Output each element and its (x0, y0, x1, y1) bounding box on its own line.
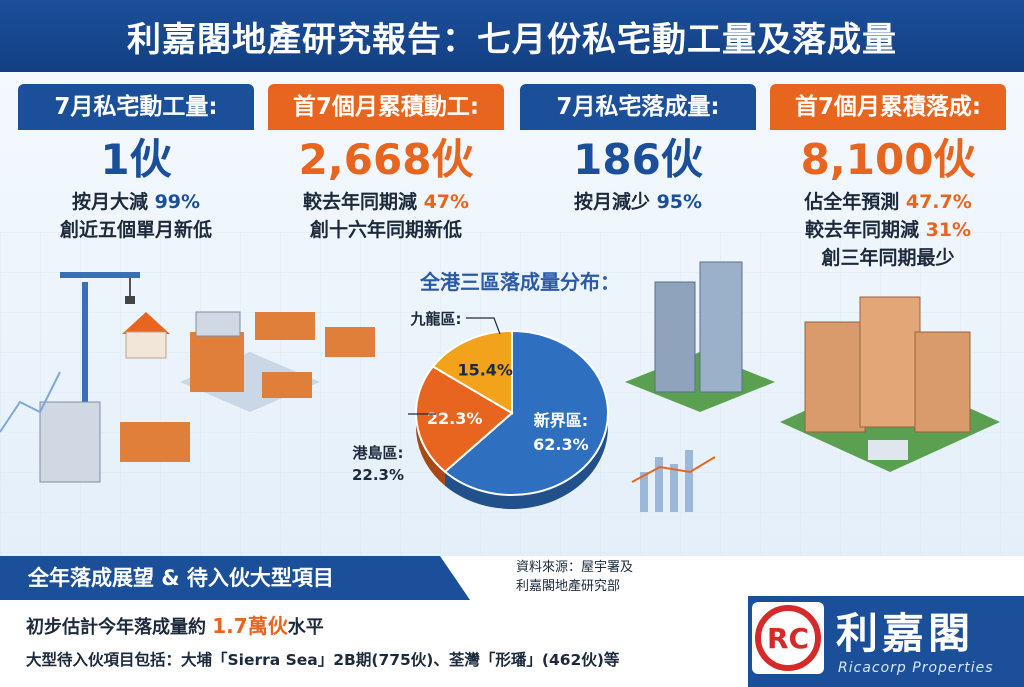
brand-subtitle: Ricacorp Properties (838, 660, 994, 676)
stat-card-line-text: 佔全年預測 (804, 191, 906, 213)
pie-slice-side (444, 331, 609, 509)
stat-card-line: 較去年同期減 47% (268, 188, 504, 216)
stat-card-value: 1伙 (100, 135, 172, 184)
pie-callout-value: 22.3% (352, 466, 404, 484)
stat-card-line: 佔全年預測 47.7% (770, 188, 1006, 216)
stat-card-line-text: 較去年同期減 (302, 191, 424, 213)
stat-card-2: 首7個月累積動工: 2,668伙較去年同期減 47% 創十六年同期新低 (268, 84, 504, 241)
stat-card-title: 首7個月累積落成: (770, 84, 1006, 130)
house-icon (122, 312, 170, 359)
outlook-estimate-post: 水平 (287, 617, 324, 638)
pie-callout-label: 港島區: (353, 444, 404, 462)
stat-card-value: 186伙 (573, 135, 703, 184)
stat-card-value: 2,668伙 (298, 135, 474, 184)
page-title: 利嘉閣地產研究報告：七月份私宅動工量及落成量 (127, 19, 897, 60)
stat-card-line-highlight: 47.7% (905, 191, 972, 213)
crane-icon (60, 272, 140, 432)
bar-decoration-icon (631, 450, 716, 512)
pie-callout-label: 九龍區: (410, 310, 462, 328)
infographic-stage: 7月私宅動工量: 1伙按月大減 99% 創近五個單月新低 首7個月累積動工: 2,668… (0, 72, 1024, 606)
stat-card-line: 按月減少 95% (520, 188, 756, 216)
pie-slice-side (416, 366, 445, 486)
stat-card-line: 較去年同期減 31% (770, 216, 1006, 244)
outlook-estimate-pre: 初步估計今年落成量約 (26, 617, 213, 638)
stat-card-line-text: 按月大減 (71, 191, 155, 213)
stat-card-line: 按月大減 99% (18, 188, 254, 216)
tower-buildings-icon (625, 261, 775, 412)
stat-card-line-text: 較去年同期減 (804, 219, 926, 241)
pie-slice-3 (431, 329, 513, 415)
stat-card-line-highlight: 95% (656, 191, 703, 213)
pie-title: 全港三區落成量分布： (420, 270, 620, 294)
brand-name: 利嘉閣 (836, 609, 975, 658)
pie-slice-value-label: 22.3% (427, 409, 483, 428)
pie-slice-1 (443, 329, 609, 496)
city-illustration (0, 232, 1024, 556)
stat-card-4: 首7個月累積落成: 8,100伙 佔全年預測 47.7% 較去年同期減 31% 創三年同… (770, 84, 1006, 269)
stat-card-line-text: 創十六年同期新低 (309, 219, 462, 241)
stat-card-line-text: 按月減少 (573, 191, 657, 213)
logo-letters: RC (767, 622, 809, 655)
header-banner: 利嘉閣地產研究報告：七月份私宅動工量及落成量 (0, 0, 1024, 72)
outlook-estimate-value: 1.7萬伙 (212, 614, 288, 638)
outlook-section-title: 全年落成展望 & 待入伙大型項目 (0, 556, 470, 600)
pie-slice-value-label: 15.4% (457, 360, 513, 379)
stat-card-title: 首7個月累積動工: (268, 84, 504, 130)
source-note: 資料來源：屋宇署及 利嘉閣地產研究部 (516, 558, 633, 596)
outlook-estimate: 初步估計今年落成量約 1.7萬伙水平 (26, 610, 324, 639)
pie-slice-2 (415, 365, 514, 474)
rc-logo-icon: RC (755, 605, 821, 671)
source-line-2: 利嘉閣地產研究部 (516, 579, 621, 594)
major-projects-text: 大型待入伙項目包括：大埔「Sierra Sea」2B期(775伙)、荃灣「形璠」… (26, 651, 620, 669)
stat-card-3: 7月私宅落成量: 186伙按月減少 95% (520, 84, 756, 234)
construction-site-icon (39, 311, 375, 483)
stat-card-line: 創三年同期最少 (770, 244, 1006, 272)
pie-slice-name-label: 新界區: (534, 411, 588, 430)
stat-card-line-text: 創近五個單月新低 (59, 219, 212, 241)
stat-card-line: 創近五個單月新低 (18, 216, 254, 244)
pie-chart: 新界區: 62.3% 22.3% 15.4% 九龍區: 港島區: 22.3% (352, 310, 609, 509)
stat-card-title: 7月私宅落成量: (520, 84, 756, 130)
stat-card-value: 8,100伙 (800, 135, 976, 184)
pie-slice-value-label: 62.3% (533, 435, 589, 454)
stat-card-title: 7月私宅動工量: (18, 84, 254, 130)
stat-card-line: 創十六年同期新低 (268, 216, 504, 244)
stat-card-line-highlight: 47% (423, 191, 470, 213)
source-line-1: 資料來源：屋宇署及 (516, 560, 634, 575)
residential-complex-icon (780, 296, 1000, 472)
stat-card-1: 7月私宅動工量: 1伙按月大減 99% 創近五個單月新低 (18, 84, 254, 241)
stat-card-line-highlight: 31% (925, 219, 972, 241)
pie-leader-line (466, 317, 501, 335)
stat-card-line-highlight: 99% (154, 191, 201, 213)
stat-card-line-text: 創三年同期最少 (821, 247, 955, 269)
ricacorp-logo: RC (752, 602, 824, 674)
